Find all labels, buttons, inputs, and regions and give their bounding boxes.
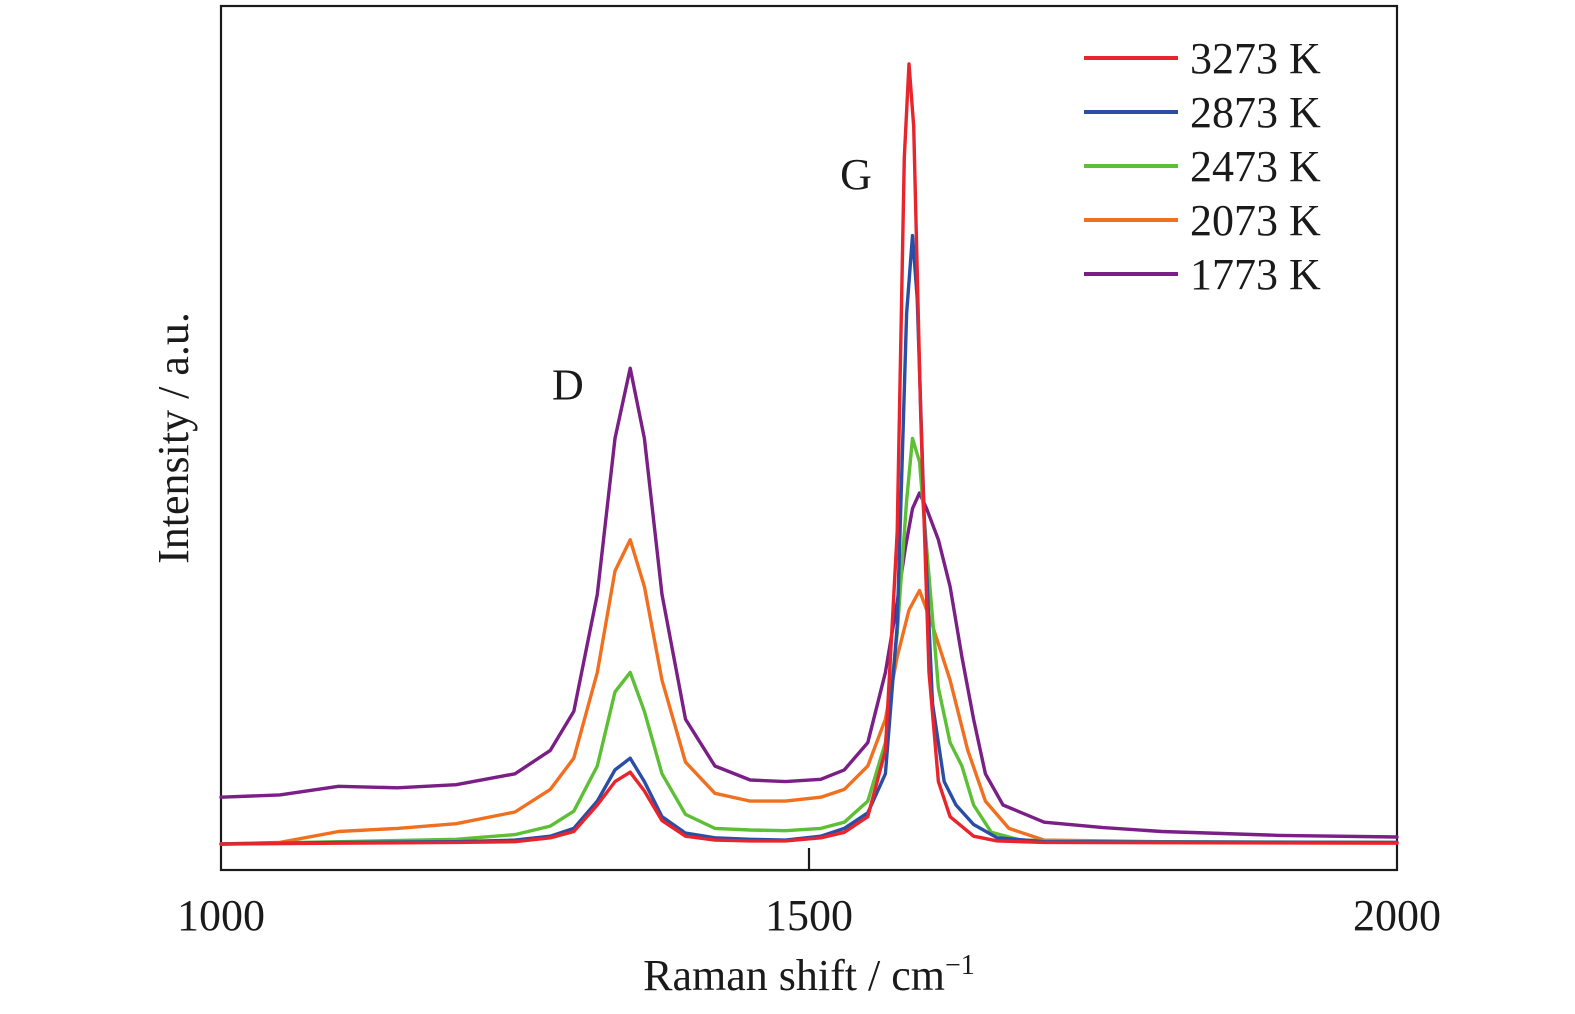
legend-label-2473-k: 2473 K (1190, 142, 1321, 191)
peak-label-d: D (552, 360, 584, 409)
legend-label-3273-k: 3273 K (1190, 34, 1321, 83)
series-line-2473-k (219, 436, 1399, 846)
x-tick-label-1500: 1500 (765, 891, 853, 940)
legend-label-2073-k: 2073 K (1190, 196, 1321, 245)
annotation-layer: DG (552, 150, 872, 410)
legend: 3273 K 2873 K 2473 K 2073 K 1773 K (1084, 34, 1321, 299)
legend-label-1773-k: 1773 K (1190, 250, 1321, 299)
x-axis-ticks: 1000 1500 2000 (177, 848, 1441, 940)
x-axis-label-superscript: −1 (945, 950, 975, 981)
x-axis-label-text: Raman shift / cm (643, 951, 945, 1000)
series-line-1773-k (219, 366, 1399, 839)
series-layer (219, 62, 1399, 846)
x-tick-label-2000: 2000 (1353, 891, 1441, 940)
series-line-2873-k (219, 233, 1399, 846)
series-line-3273-k (219, 62, 1399, 846)
x-tick-label-1000: 1000 (177, 891, 265, 940)
series-line-2073-k (219, 538, 1399, 846)
x-axis-label: Raman shift / cm−1 (643, 950, 975, 1000)
y-axis-label: Intensity / a.u. (149, 312, 198, 564)
peak-label-g: G (840, 150, 872, 199)
legend-label-2873-k: 2873 K (1190, 88, 1321, 137)
